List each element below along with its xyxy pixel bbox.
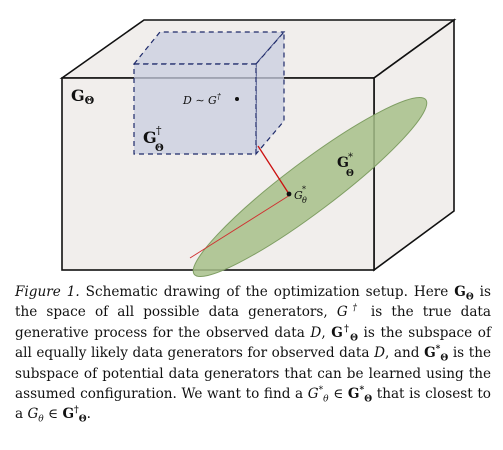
subspace-g-star-ellipse bbox=[192, 96, 428, 278]
label-g-star-space-sup: * bbox=[348, 152, 353, 163]
ellipse-axis-line bbox=[189, 194, 291, 259]
caption-math-g-star-space-2: G*Θ bbox=[347, 385, 373, 405]
caption-math-g-dagger: G† bbox=[336, 303, 362, 321]
label-g-theta-star-point-sub: θ bbox=[302, 196, 307, 205]
caption-text-1: Schematic drawing of the optimization se… bbox=[79, 284, 455, 300]
caption-text-5: is the subspace of all equally likely da… bbox=[15, 324, 491, 362]
caption-math-g-theta-star: G*θ bbox=[307, 385, 329, 405]
caption-figure-label: Figure 1. bbox=[15, 284, 80, 300]
label-g-star-space: G bbox=[337, 155, 349, 171]
caption-text-4: , bbox=[321, 324, 332, 341]
caption-text-8: ∈ bbox=[328, 386, 348, 403]
cube-right-face bbox=[255, 30, 285, 156]
g-theta-star-dot bbox=[286, 191, 292, 197]
label-g-theta-star-point: G bbox=[294, 189, 303, 202]
figure-caption: Figure 1. Schematic drawing of the optim… bbox=[15, 282, 491, 425]
label-g-star-space-sub: Θ bbox=[346, 169, 354, 179]
diagram-canvas: GΘ G † Θ D ∼ G† G * Θ G * θ bbox=[59, 18, 457, 278]
label-g-dagger-space: G bbox=[143, 128, 157, 147]
caption-text-10: ∈ bbox=[43, 406, 63, 423]
closest-connector-line bbox=[257, 145, 290, 195]
caption-text-11: . bbox=[86, 406, 91, 423]
label-data-point: D ∼ G† bbox=[182, 92, 222, 107]
caption-math-g-theta-pt: Gθ bbox=[27, 406, 44, 426]
caption-math-d-2: D bbox=[374, 345, 385, 362]
label-g-dagger-space-sup: † bbox=[156, 124, 162, 137]
label-g-theta: GΘ bbox=[71, 86, 95, 107]
cube-front-face bbox=[133, 63, 257, 155]
caption-math-g-dagger-space: G†Θ bbox=[331, 324, 358, 344]
data-point-dot bbox=[235, 97, 239, 101]
caption-text-2: is the space of all possible data genera… bbox=[15, 284, 492, 321]
caption-math-g-dagger-space-2: G†Θ bbox=[62, 405, 87, 426]
caption-math-g-star-space: G*Θ bbox=[424, 344, 449, 364]
caption-text-7: is the subspace of potential data genera… bbox=[15, 345, 492, 403]
label-g-dagger-space-sub: Θ bbox=[155, 143, 164, 154]
caption-text-9: that is closest to a bbox=[15, 386, 491, 423]
caption-math-g-theta: GΘ bbox=[454, 284, 474, 303]
caption-math-d-1: D bbox=[310, 324, 322, 341]
caption-text-3: is the true data generative process for … bbox=[15, 304, 492, 341]
figure-diagram: GΘ G † Θ D ∼ G† G * Θ G * θ bbox=[59, 18, 457, 278]
label-g-theta-star-point-sup: * bbox=[302, 185, 306, 194]
caption-text-6: , and bbox=[384, 345, 425, 362]
